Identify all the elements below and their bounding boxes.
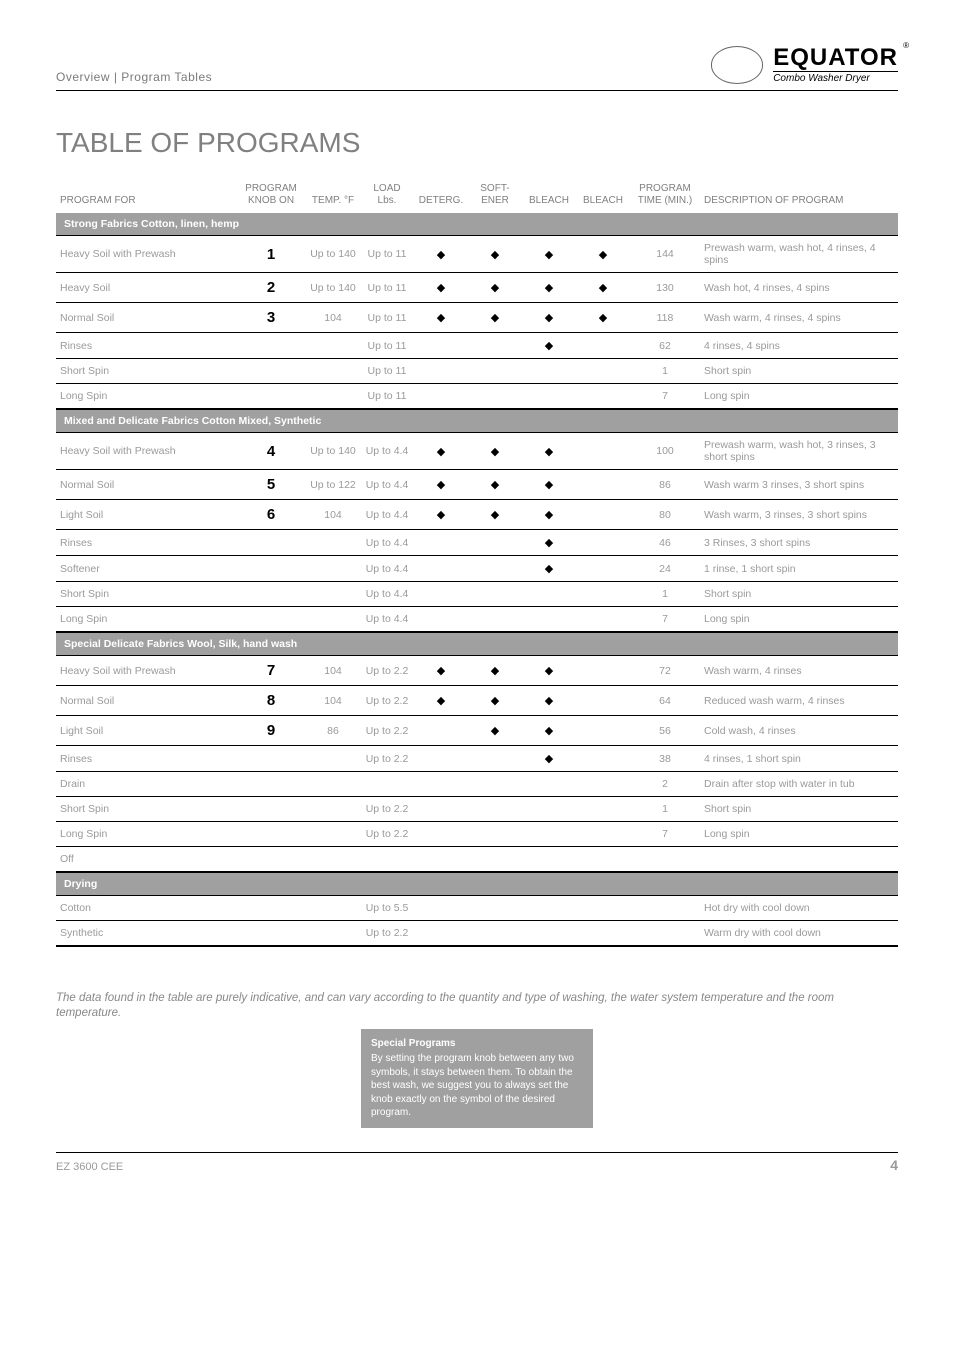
- special-programs-box: Special Programs By setting the program …: [361, 1029, 593, 1128]
- special-box-body: By setting the program knob between any …: [371, 1052, 583, 1120]
- page-title: TABLE OF PROGRAMS: [56, 127, 898, 159]
- col-program-type: PROGRAM FOR: [56, 181, 236, 213]
- table-section-header: Mixed and Delicate Fabrics Cotton Mixed,…: [56, 409, 898, 433]
- table-row: RinsesUp to 2.2◆384 rinses, 1 short spin: [56, 746, 898, 772]
- table-section-header: Special Delicate Fabrics Wool, Silk, han…: [56, 632, 898, 656]
- table-row: SoftenerUp to 4.4◆241 rinse, 1 short spi…: [56, 556, 898, 582]
- table-header: PROGRAM FOR PROGRAM KNOB ON TEMP. °F LOA…: [56, 181, 898, 213]
- col-bleach: BLEACH: [522, 181, 576, 213]
- table-row: Long SpinUp to 117Long spin: [56, 384, 898, 410]
- brand-logo: EQUATOR Combo Washer Dryer: [711, 46, 898, 84]
- table-row: Heavy Soil with Prewash4Up to 140Up to 4…: [56, 433, 898, 470]
- table-row: RinsesUp to 4.4◆463 Rinses, 3 short spin…: [56, 530, 898, 556]
- header: Overview | Program Tables EQUATOR Combo …: [56, 46, 898, 91]
- breadcrumb: Overview | Program Tables: [56, 70, 212, 84]
- logo-subtitle: Combo Washer Dryer: [773, 73, 870, 84]
- logo-badge-icon: [711, 46, 763, 84]
- table-row: CottonUp to 5.5Hot dry with cool down: [56, 896, 898, 921]
- table-row: Normal Soil8104Up to 2.2◆◆◆64Reduced was…: [56, 686, 898, 716]
- footer: EZ 3600 CEE 4: [56, 1152, 898, 1173]
- table-row: SyntheticUp to 2.2Warm dry with cool dow…: [56, 921, 898, 947]
- col-desc: DESCRIPTION OF PROGRAM: [700, 181, 898, 213]
- table-section-header: Drying: [56, 872, 898, 896]
- logo-title: EQUATOR: [773, 46, 898, 72]
- table-row: RinsesUp to 11◆624 rinses, 4 spins: [56, 333, 898, 359]
- table-row: Long SpinUp to 2.27Long spin: [56, 822, 898, 847]
- col-deterg: DETERG.: [414, 181, 468, 213]
- table-row: Light Soil986Up to 2.2◆◆56Cold wash, 4 r…: [56, 716, 898, 746]
- table-row: Heavy Soil2Up to 140Up to 11◆◆◆◆130Wash …: [56, 273, 898, 303]
- table-row: Short SpinUp to 2.21Short spin: [56, 797, 898, 822]
- col-bleach2: BLEACH: [576, 181, 630, 213]
- table-row: Light Soil6104Up to 4.4◆◆◆80Wash warm, 3…: [56, 500, 898, 530]
- table-row: Short SpinUp to 4.41Short spin: [56, 582, 898, 607]
- programs-table: PROGRAM FOR PROGRAM KNOB ON TEMP. °F LOA…: [56, 181, 898, 947]
- col-time: PROGRAM TIME (MIN.): [630, 181, 700, 213]
- table-row: Drain2Drain after stop with water in tub: [56, 772, 898, 797]
- col-temp: TEMP. °F: [306, 181, 360, 213]
- table-row: Off: [56, 847, 898, 873]
- table-row: Heavy Soil with Prewash1Up to 140Up to 1…: [56, 236, 898, 273]
- footer-model: EZ 3600 CEE: [56, 1161, 123, 1173]
- table-row: Normal Soil3104Up to 11◆◆◆◆118Wash warm,…: [56, 303, 898, 333]
- table-row: Normal Soil5Up to 122Up to 4.4◆◆◆86Wash …: [56, 470, 898, 500]
- col-knob: PROGRAM KNOB ON: [236, 181, 306, 213]
- footer-page-number: 4: [890, 1157, 898, 1173]
- col-softener: SOFT- ENER: [468, 181, 522, 213]
- table-section-header: Strong Fabrics Cotton, linen, hemp: [56, 213, 898, 236]
- special-box-title: Special Programs: [371, 1037, 583, 1051]
- table-row: Heavy Soil with Prewash7104Up to 2.2◆◆◆7…: [56, 656, 898, 686]
- table-row: Long SpinUp to 4.47Long spin: [56, 607, 898, 633]
- table-row: Short SpinUp to 111Short spin: [56, 359, 898, 384]
- col-load: LOAD Lbs.: [360, 181, 414, 213]
- footnote: The data found in the table are purely i…: [56, 991, 898, 1021]
